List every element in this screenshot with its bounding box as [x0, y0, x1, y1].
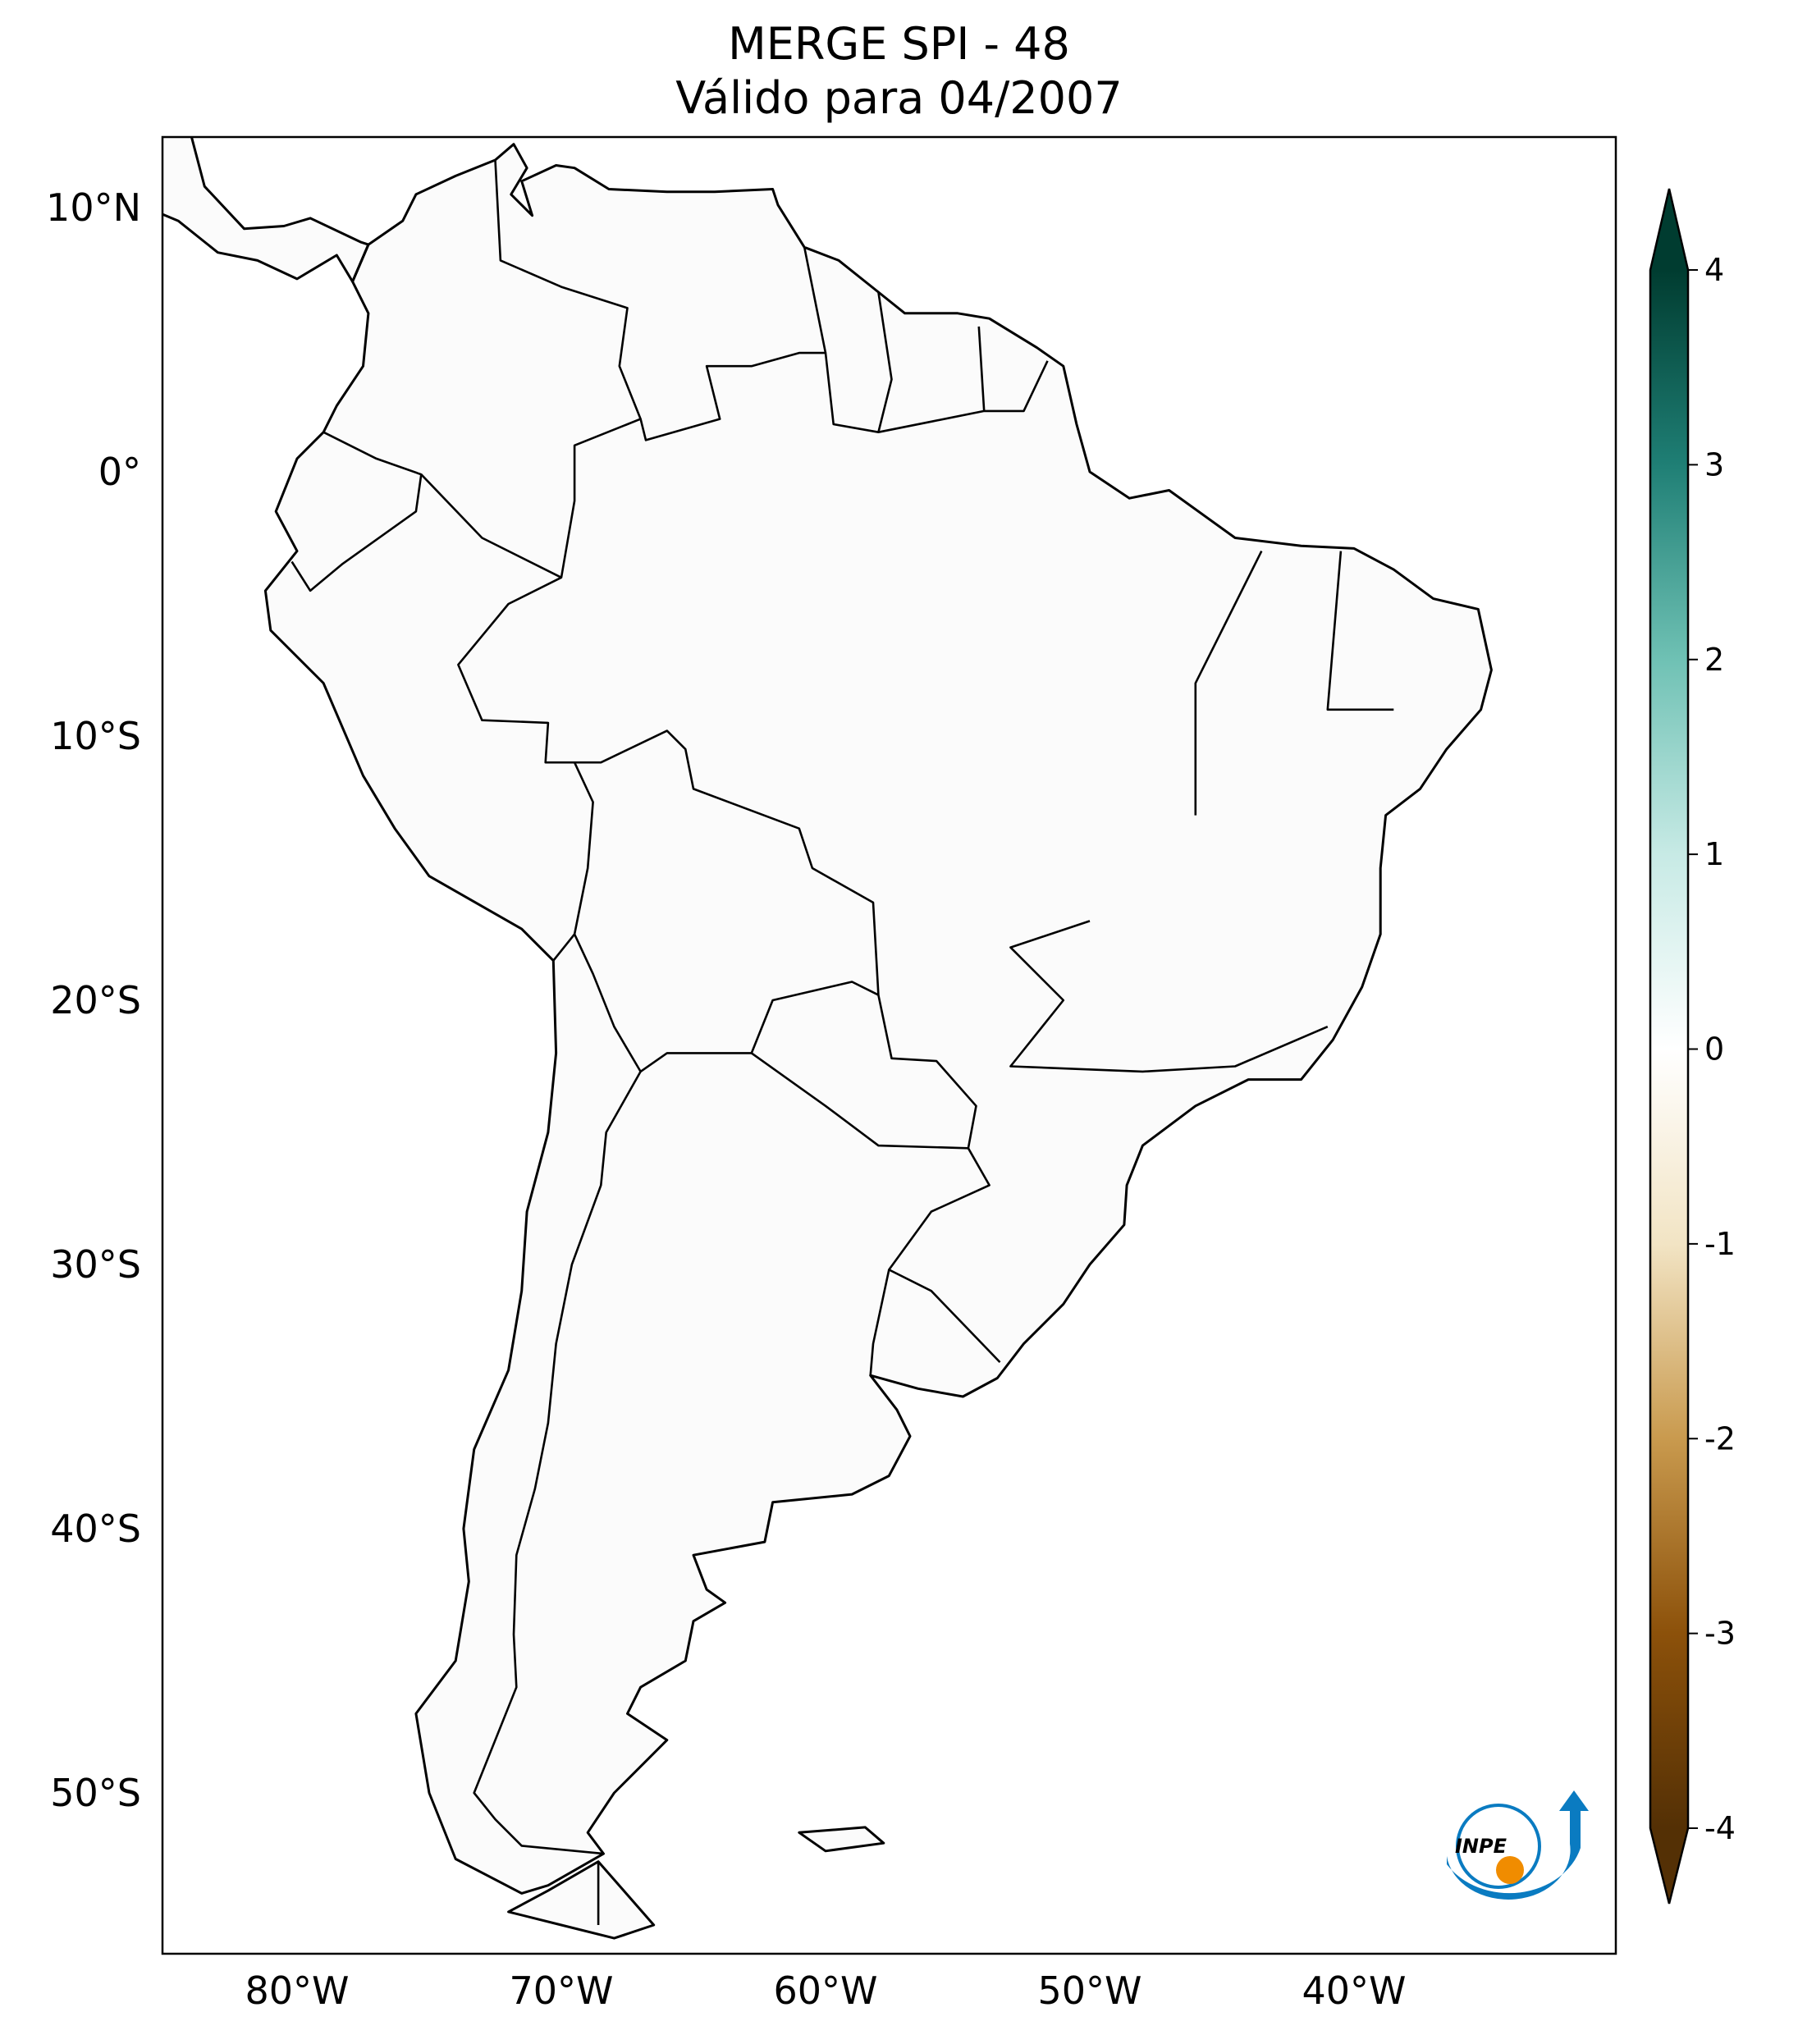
lon-tick-label: 50°W — [1037, 1969, 1141, 2013]
lon-tick-label: 80°W — [245, 1969, 349, 2013]
border-line — [869, 1269, 890, 1376]
map-subtitle: Válido para 04/2007 — [675, 72, 1123, 124]
lat-tick-label: 30°S — [50, 1242, 141, 1287]
border-line — [1194, 551, 1263, 816]
colorbar-tick-label: -2 — [1704, 1420, 1736, 1456]
colorbar-tick-label: -1 — [1704, 1226, 1736, 1262]
logo-dot — [1496, 1856, 1524, 1884]
lat-tick-label: 20°S — [50, 978, 141, 1022]
border-line — [473, 1071, 642, 1855]
logo-text: INPE — [1455, 1835, 1507, 1858]
map-plot-area — [162, 137, 1493, 1940]
lon-tick-label: 40°W — [1302, 1969, 1406, 2013]
border-line — [1009, 920, 1329, 1073]
lon-axis: 80°W 70°W 60°W 50°W 40°W — [245, 1969, 1406, 2013]
colorbar-tick-label: 1 — [1704, 836, 1724, 872]
border-line — [751, 1052, 968, 1150]
border-line — [803, 247, 827, 354]
lon-tick-label: 60°W — [773, 1969, 877, 2013]
logo-arrow — [1447, 1790, 1589, 1900]
lat-tick-label: 0° — [98, 450, 141, 494]
colorbar-tick-label: 4 — [1704, 252, 1724, 288]
coastline — [798, 1826, 885, 1853]
colorbar-tick-label: -3 — [1704, 1616, 1736, 1652]
land-polygon — [265, 144, 1492, 1894]
land-fill — [162, 137, 1492, 1939]
colorbar-tick-label: 0 — [1704, 1031, 1724, 1068]
map-title: MERGE SPI - 48 — [728, 18, 1070, 70]
logo-ring — [1456, 1804, 1541, 1889]
border-line — [573, 933, 879, 1073]
colorbar-body — [1650, 270, 1688, 1828]
border-line — [494, 159, 642, 420]
colorbar-tick-label: -4 — [1704, 1810, 1736, 1846]
lat-tick-label: 10°S — [50, 714, 141, 758]
colorbar-tick-label: 3 — [1704, 446, 1724, 482]
inpe-logo: INPE — [1447, 1790, 1589, 1900]
border-line — [291, 431, 423, 592]
lon-tick-label: 70°W — [509, 1969, 613, 2013]
border-line — [1326, 551, 1394, 711]
coastline — [162, 137, 370, 283]
colorbar-tick-label: 2 — [1704, 642, 1724, 678]
lat-tick-label: 50°S — [50, 1771, 141, 1815]
land-polygon — [508, 1861, 654, 1939]
border-line — [457, 351, 1049, 1364]
border-line — [977, 326, 986, 411]
colorbar: 4 3 2 1 0 -1 -2 -3 -4 — [1649, 188, 1736, 1905]
lat-tick-label: 40°S — [50, 1507, 141, 1551]
plot-frame — [161, 135, 1617, 1955]
lat-axis: 10°N 0° 10°S 20°S 30°S 40°S 50°S — [46, 185, 141, 1815]
colorbar-extend-min — [1650, 1828, 1688, 1904]
coastlines-and-borders — [162, 137, 1493, 1940]
border-line — [877, 291, 893, 433]
border-line — [420, 473, 562, 578]
border-line — [552, 761, 594, 962]
colorbar-extend-max — [1650, 189, 1688, 270]
lat-tick-label: 10°N — [46, 185, 141, 230]
land-polygon — [162, 137, 368, 282]
coastline — [507, 1860, 656, 1940]
coastline — [263, 143, 1493, 1895]
